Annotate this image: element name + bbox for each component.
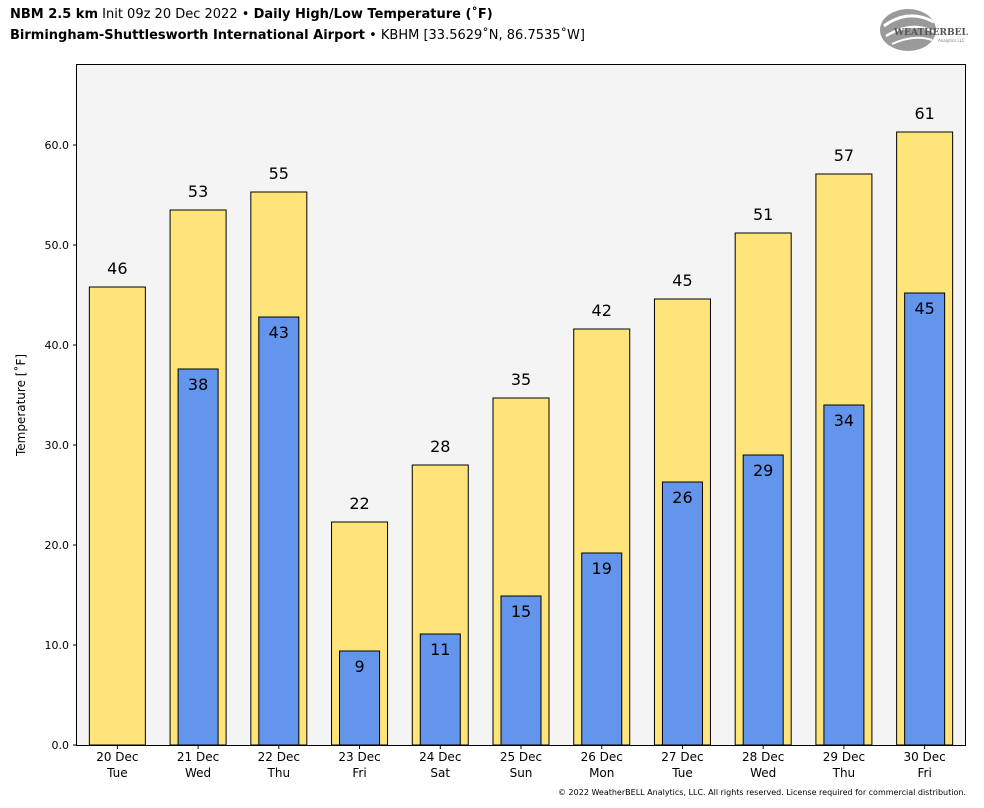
y-tick-label: 30.0 [45, 439, 70, 452]
x-tick-label-date: 30 Dec [903, 750, 945, 764]
low-temp-label: 9 [354, 657, 364, 676]
x-tick-label-date: 26 Dec [581, 750, 623, 764]
high-temp-bar [88, 286, 146, 746]
product-name: Daily High/Low Temperature (˚F) [253, 7, 493, 22]
x-tick-label-day: Wed [750, 766, 776, 780]
low-temp-bar [177, 368, 219, 746]
station-info: KBHM [33.5629˚N, 86.7535˚W] [380, 28, 585, 43]
y-axis-label: Temperature [˚F] [13, 354, 28, 457]
y-axis: 0.0 10.0 20.0 30.0 40.0 50.0 60.0 [45, 139, 77, 752]
y-tick-label: 40.0 [45, 339, 70, 352]
x-tick-label-date: 28 Dec [742, 750, 784, 764]
bars-layer: 46 53 38 55 43 22 9 28 11 35 15 42 19 45 26 51 29 57 34 61 4… [88, 104, 954, 746]
x-tick-label-day: Fri [917, 766, 931, 780]
chart-title: NBM 2.5 km Init 09z 20 Dec 2022 • Daily … [10, 7, 493, 22]
high-temp-label: 51 [753, 205, 773, 224]
x-tick-label-date: 25 Dec [500, 750, 542, 764]
high-temp-label: 35 [511, 370, 531, 389]
high-temp-label: 28 [430, 437, 450, 456]
x-tick-label-day: Wed [185, 766, 211, 780]
high-temp-label: 46 [107, 259, 127, 278]
copyright-notice: © 2022 WeatherBELL Analytics, LLC. All r… [558, 788, 966, 797]
low-temp-label: 45 [914, 299, 934, 318]
init-time: Init 09z 20 Dec 2022 [102, 7, 238, 22]
x-tick-label-date: 23 Dec [338, 750, 380, 764]
low-temp-bar [258, 316, 300, 746]
low-temp-bar [823, 404, 865, 746]
high-temp-label: 45 [672, 271, 692, 290]
model-name: NBM 2.5 km [10, 7, 98, 22]
low-temp-bar [339, 650, 381, 746]
low-temp-label: 15 [511, 602, 531, 621]
separator: • [369, 28, 377, 43]
x-tick-label-day: Sat [430, 766, 450, 780]
x-tick-label-date: 27 Dec [661, 750, 703, 764]
high-temp-label: 53 [188, 182, 208, 201]
x-tick-label-day: Thu [267, 766, 291, 780]
separator: • [241, 7, 250, 22]
location-name: Birmingham-Shuttlesworth International A… [10, 28, 365, 43]
x-tick-label-day: Thu [832, 766, 856, 780]
x-tick-label-date: 20 Dec [96, 750, 138, 764]
y-tick-label: 60.0 [45, 139, 70, 152]
x-tick-label-day: Sun [510, 766, 533, 780]
y-tick-label: 50.0 [45, 239, 70, 252]
low-temp-bar [419, 633, 461, 746]
low-temp-label: 29 [753, 461, 773, 480]
logo-text: WEATHERBELL [893, 28, 968, 38]
low-temp-label: 43 [269, 323, 289, 342]
high-temp-label: 22 [349, 494, 369, 513]
high-temp-label: 61 [914, 104, 934, 123]
low-temp-label: 38 [188, 375, 208, 394]
low-temp-bar [904, 292, 946, 746]
x-tick-label-date: 21 Dec [177, 750, 219, 764]
high-temp-label: 55 [269, 164, 289, 183]
x-tick-label-date: 24 Dec [419, 750, 461, 764]
y-tick-label: 20.0 [45, 539, 70, 552]
x-tick-label-day: Mon [589, 766, 614, 780]
x-tick-label-day: Tue [106, 766, 128, 780]
chart-subtitle: Birmingham-Shuttlesworth International A… [10, 28, 585, 43]
low-temp-label: 11 [430, 640, 450, 659]
high-temp-label: 42 [592, 301, 612, 320]
low-temp-label: 19 [592, 559, 612, 578]
low-temp-bar [581, 552, 623, 746]
x-tick-label-day: Fri [352, 766, 366, 780]
low-temp-bar [661, 481, 703, 746]
logo-subtext: Analytics LLC [938, 38, 965, 43]
weatherbell-logo-icon: WEATHERBELL Analytics LLC [878, 6, 975, 54]
low-temp-label: 34 [834, 411, 854, 430]
x-tick-label-date: 29 Dec [823, 750, 865, 764]
x-tick-label-date: 22 Dec [258, 750, 300, 764]
high-temp-label: 57 [834, 146, 854, 165]
low-temp-bar [742, 454, 784, 746]
y-tick-label: 10.0 [45, 639, 70, 652]
y-tick-label: 0.0 [52, 739, 70, 752]
x-axis: 20 Dec Tue 21 Dec Wed 22 Dec Thu 23 Dec Fri 24 D… [96, 745, 946, 780]
low-temp-label: 26 [672, 488, 692, 507]
x-tick-label-day: Tue [671, 766, 693, 780]
low-temp-bar [500, 595, 542, 746]
